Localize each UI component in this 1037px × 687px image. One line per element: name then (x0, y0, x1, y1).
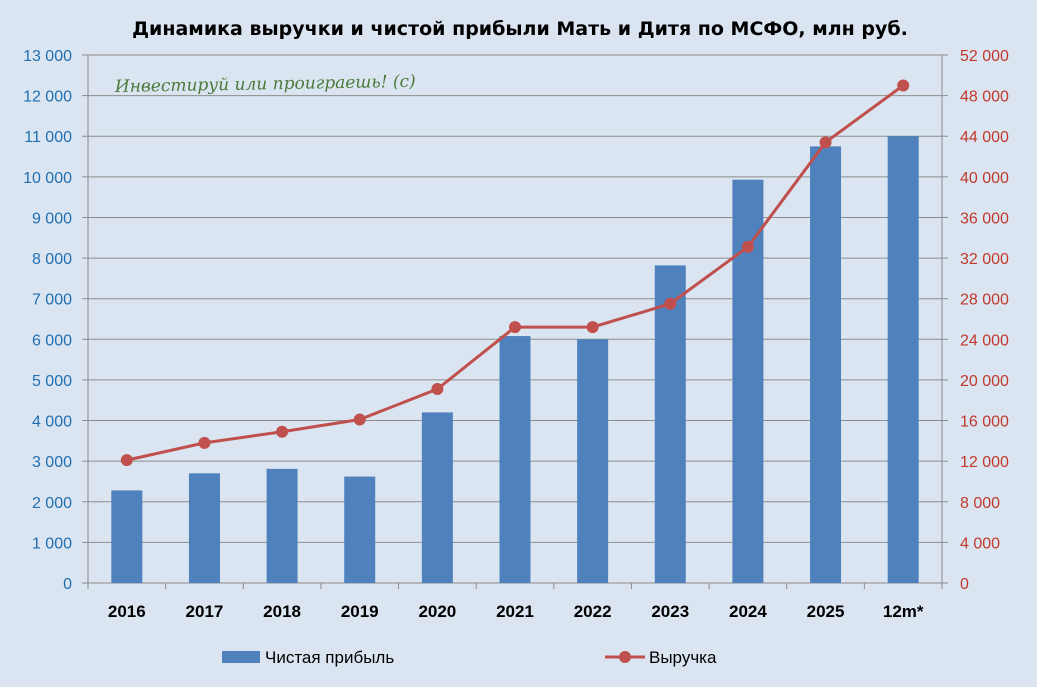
x-tick-label: 2025 (807, 602, 845, 621)
right-tick-label: 4 000 (960, 535, 1000, 552)
line-point (509, 321, 521, 334)
line-point (586, 321, 599, 334)
left-tick-label: 9 000 (32, 210, 72, 227)
right-tick-label: 12 000 (960, 454, 1009, 471)
left-tick-label: 0 (63, 576, 72, 593)
left-tick-label: 1 000 (32, 535, 72, 552)
bar (577, 339, 609, 583)
line-point (664, 297, 677, 310)
right-tick-label: 24 000 (960, 332, 1009, 349)
x-tick-label: 12m* (883, 602, 924, 621)
x-tick-label: 2020 (418, 602, 456, 621)
right-tick-label: 36 000 (960, 210, 1009, 227)
legend-bar-label: Чистая прибыль (265, 648, 394, 667)
left-tick-label: 13 000 (23, 48, 72, 65)
right-tick-label: 48 000 (960, 89, 1009, 106)
line-point (741, 240, 754, 253)
right-tick-label: 20 000 (960, 373, 1009, 390)
bar (266, 468, 298, 583)
line-point (276, 425, 289, 438)
left-axis: 0 1 000 2 000 3 000 4 000 5 000 6 000 7 000 8 00… (23, 48, 88, 593)
line-point (819, 136, 832, 149)
left-tick-label: 3 000 (32, 454, 72, 471)
legend-bar-swatch (222, 651, 260, 663)
x-tick-label: 2017 (186, 602, 224, 621)
x-tick-label: 2024 (729, 602, 767, 621)
x-tick-label: 2023 (651, 602, 689, 621)
bar (732, 179, 764, 584)
bar (421, 412, 453, 583)
x-tick-label: 2016 (108, 602, 146, 621)
left-tick-label: 7 000 (32, 292, 72, 309)
right-tick-label: 8 000 (960, 495, 1000, 512)
left-tick-label: 2 000 (32, 495, 72, 512)
watermark-text: Инвестируй или проиграешь! (с) (114, 72, 416, 97)
bar (654, 265, 686, 583)
right-axis: 0 4 000 8 000 12 000 16 000 20 000 24 000 28 00… (942, 48, 1009, 593)
legend: Чистая прибыль Выручка (222, 648, 717, 667)
left-tick-label: 11 000 (24, 129, 72, 146)
x-tick-label: 2021 (496, 602, 534, 621)
right-tick-label: 40 000 (960, 170, 1009, 187)
bar (810, 146, 842, 583)
x-axis: 2016 2017 2018 2019 2020 2021 2022 2023 2024 2025… (87, 583, 943, 621)
line-point (431, 383, 444, 396)
legend-line-marker (619, 651, 631, 663)
line-point (198, 436, 211, 449)
chart-title: Динамика выручки и чистой прибыли Мать и… (132, 18, 908, 40)
left-tick-label: 10 000 (23, 170, 72, 187)
left-tick-label: 4 000 (32, 414, 72, 431)
right-tick-label: 44 000 (960, 129, 1009, 146)
right-tick-label: 28 000 (960, 292, 1009, 309)
bar (111, 490, 143, 583)
right-tick-label: 32 000 (960, 251, 1009, 268)
right-tick-label: 52 000 (960, 48, 1009, 65)
left-tick-label: 6 000 (32, 332, 72, 349)
bar-series (111, 136, 919, 584)
x-tick-label: 2022 (574, 602, 612, 621)
right-tick-label: 0 (960, 576, 969, 593)
bar (499, 336, 531, 583)
bar (887, 136, 919, 583)
line-point (897, 79, 910, 92)
left-tick-label: 8 000 (32, 251, 72, 268)
bar (188, 473, 220, 583)
bar (344, 476, 376, 583)
line-point (120, 454, 133, 467)
line-point (353, 413, 366, 426)
line-series (120, 79, 910, 467)
x-tick-label: 2019 (341, 602, 379, 621)
left-tick-label: 12 000 (23, 89, 72, 106)
left-tick-label: 5 000 (32, 373, 72, 390)
right-tick-label: 16 000 (960, 414, 1009, 431)
x-tick-label: 2018 (263, 602, 301, 621)
legend-line-label: Выручка (649, 648, 717, 667)
